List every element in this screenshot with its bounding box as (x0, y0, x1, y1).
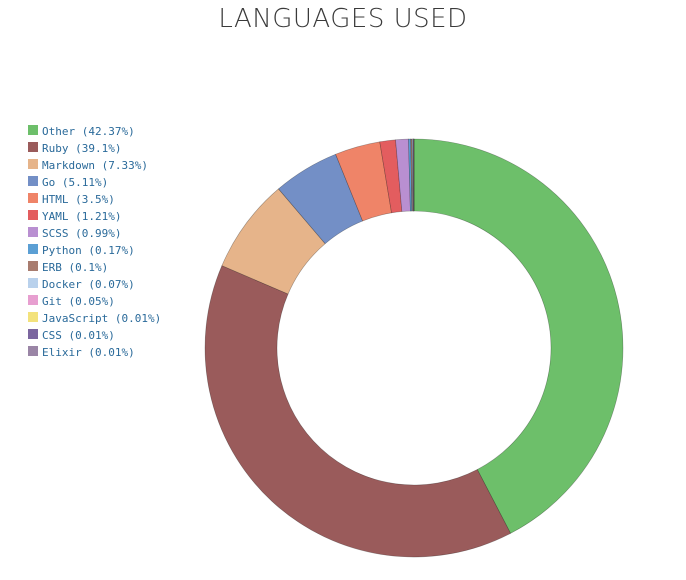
legend-label-ruby: Ruby (39.1%) (42, 141, 122, 155)
legend-label-python: Python (0.17%) (42, 243, 135, 257)
legend-name-javascript: JavaScript (42, 311, 109, 325)
legend-name-git: Git (42, 294, 62, 308)
legend-swatch-ruby (28, 142, 38, 153)
legend-label-javascript: JavaScript (0.01%) (42, 311, 162, 325)
legend-value-markdown: 7.33 (108, 158, 135, 172)
legend-name-html: HTML (42, 192, 69, 206)
legend-name-docker: Docker (42, 277, 82, 291)
donut-slice-yaml[interactable] (379, 139, 403, 214)
legend-value-ruby: 39.1 (81, 141, 109, 155)
legend-name-yaml: YAML (42, 209, 69, 223)
legend-item-yaml[interactable]: YAML (1.21%) (28, 207, 218, 224)
legend-value-docker: 0.07 (95, 277, 122, 291)
legend-swatch-other (28, 125, 38, 136)
legend-swatch-go (28, 176, 38, 187)
legend-value-python: 0.17 (95, 243, 122, 257)
legend-item-other[interactable]: Other (42.37%) (28, 122, 218, 139)
legend-item-html[interactable]: HTML (3.5%) (28, 190, 218, 207)
legend-swatch-erb (28, 261, 38, 272)
legend-name-css: CSS (42, 328, 62, 342)
donut-slice-ruby[interactable] (204, 265, 511, 558)
legend-label-scss: SCSS (0.99%) (42, 226, 122, 240)
legend-item-javascript[interactable]: JavaScript (0.01%) (28, 309, 218, 326)
legend-item-go[interactable]: Go (5.11%) (28, 173, 218, 190)
legend-item-git[interactable]: Git (0.05%) (28, 292, 218, 309)
donut-slice-python[interactable] (408, 138, 413, 212)
legend-label-css: CSS (0.01%) (42, 328, 115, 342)
legend-name-python: Python (42, 243, 82, 257)
legend-label-go: Go (5.11%) (42, 175, 109, 189)
legend-label-html: HTML (3.5%) (42, 192, 115, 206)
legend: Other (42.37%) Ruby (39.1%) Markdown (7.… (28, 122, 218, 360)
legend-value-html: 3.5 (81, 192, 102, 206)
legend-item-ruby[interactable]: Ruby (39.1%) (28, 139, 218, 156)
legend-name-ruby: Ruby (42, 141, 69, 155)
legend-value-css: 0.01 (75, 328, 102, 342)
legend-swatch-git (28, 295, 38, 306)
donut-slice-erb[interactable] (410, 138, 414, 212)
chart-title: LANGUAGES USED (218, 4, 468, 34)
legend-value-javascript: 0.01 (121, 311, 148, 325)
legend-value-go: 5.11 (68, 175, 96, 189)
legend-name-elixir: Elixir (42, 345, 82, 359)
donut-slice-other[interactable] (413, 138, 624, 534)
legend-value-other: 42.37 (88, 124, 122, 138)
legend-item-docker[interactable]: Docker (0.07%) (28, 275, 218, 292)
legend-value-yaml: 1.21 (81, 209, 109, 223)
legend-swatch-python (28, 244, 38, 255)
legend-swatch-javascript (28, 312, 38, 323)
legend-swatch-html (28, 193, 38, 204)
legend-value-elixir: 0.01 (95, 345, 122, 359)
donut-slice-html[interactable] (335, 141, 392, 222)
legend-item-css[interactable]: CSS (0.01%) (28, 326, 218, 343)
legend-swatch-scss (28, 227, 38, 238)
legend-name-go: Go (42, 175, 56, 189)
legend-swatch-elixir (28, 346, 38, 357)
legend-swatch-markdown (28, 159, 38, 170)
legend-label-git: Git (0.05%) (42, 294, 115, 308)
legend-label-other: Other (42.37%) (42, 124, 135, 138)
legend-value-git: 0.05 (75, 294, 102, 308)
legend-item-elixir[interactable]: Elixir (0.01%) (28, 343, 218, 360)
legend-name-scss: SCSS (42, 226, 69, 240)
legend-item-scss[interactable]: SCSS (0.99%) (28, 224, 218, 241)
legend-label-erb: ERB (0.1%) (42, 260, 109, 274)
legend-item-python[interactable]: Python (0.17%) (28, 241, 218, 258)
legend-label-markdown: Markdown (7.33%) (42, 158, 148, 172)
legend-label-yaml: YAML (1.21%) (42, 209, 122, 223)
legend-swatch-docker (28, 278, 38, 289)
legend-name-erb: ERB (42, 260, 62, 274)
legend-item-markdown[interactable]: Markdown (7.33%) (28, 156, 218, 173)
legend-value-scss: 0.99 (81, 226, 109, 240)
legend-name-markdown: Markdown (42, 158, 95, 172)
legend-label-elixir: Elixir (0.01%) (42, 345, 135, 359)
legend-swatch-css (28, 329, 38, 340)
donut-slice-scss[interactable] (395, 138, 411, 212)
donut-slice-docker[interactable] (411, 138, 414, 212)
legend-swatch-yaml (28, 210, 38, 221)
legend-value-erb: 0.1 (75, 260, 95, 274)
legend-label-docker: Docker (0.07%) (42, 277, 135, 291)
legend-name-other: Other (42, 124, 76, 138)
legend-item-erb[interactable]: ERB (0.1%) (28, 258, 218, 275)
